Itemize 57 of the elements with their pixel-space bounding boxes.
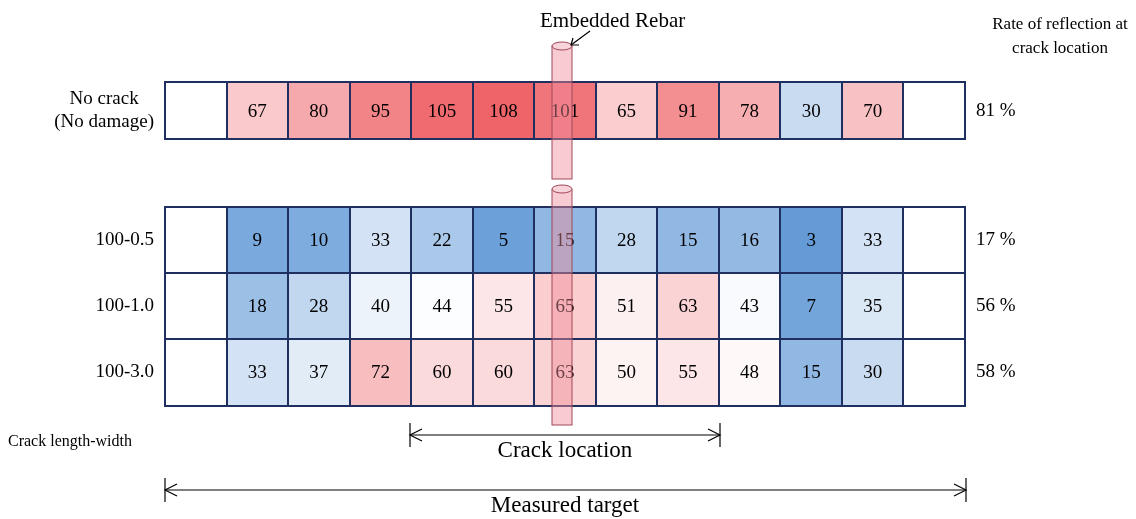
data-label: 78	[718, 82, 781, 140]
data-label: 18	[226, 273, 289, 340]
data-label: 55	[472, 273, 535, 340]
data-label: 15	[780, 339, 842, 406]
data-label: 67	[226, 82, 289, 140]
data-label: 33	[349, 207, 412, 274]
data-label: 65	[534, 273, 596, 340]
y2-tick-label: 17 %	[976, 228, 1016, 250]
data-label: 7	[780, 273, 842, 340]
data-label: 16	[718, 207, 781, 274]
data-label: 63	[657, 273, 719, 340]
data-label: 72	[349, 339, 412, 406]
data-label: 30	[841, 339, 904, 406]
data-label: 30	[780, 82, 842, 140]
data-label: 91	[657, 82, 719, 140]
data-label: 40	[349, 273, 412, 340]
data-label: 35	[841, 273, 904, 340]
text: Crack length-width	[8, 432, 132, 450]
text: Crack location	[497, 437, 633, 463]
data-label: 51	[595, 273, 658, 340]
y-tick-label: 100-1.0	[95, 294, 154, 316]
data-label: 105	[411, 82, 473, 140]
data-label: 108	[472, 82, 535, 140]
data-label: 33	[841, 207, 904, 274]
data-label: 60	[472, 339, 535, 406]
data-label: 101	[534, 82, 596, 140]
data-label: 37	[288, 339, 350, 406]
y-tick-label: 100-0.5	[95, 228, 154, 250]
y2-tick-label: 56 %	[976, 294, 1016, 316]
data-label: 60	[411, 339, 473, 406]
y2-tick-label: 81 %	[976, 98, 1016, 120]
data-label: 15	[534, 207, 596, 274]
data-label: 28	[288, 273, 350, 340]
data-label: 10	[288, 207, 350, 274]
y2-tick-label: 58 %	[976, 360, 1016, 382]
text: Measured target	[490, 492, 640, 518]
data-label: 80	[288, 82, 350, 140]
data-label: 55	[657, 339, 719, 406]
data-label: 70	[841, 82, 904, 140]
data-label: 43	[718, 273, 781, 340]
data-label: 95	[349, 82, 412, 140]
data-label: 50	[595, 339, 658, 406]
data-label: 65	[595, 82, 658, 140]
data-label: 3	[780, 207, 842, 274]
data-label: 48	[718, 339, 781, 406]
data-label: 63	[534, 339, 596, 406]
data-label: 9	[226, 207, 289, 274]
data-label: 33	[226, 339, 289, 406]
data-label: 5	[472, 207, 535, 274]
data-label: 15	[657, 207, 719, 274]
data-label: 44	[411, 273, 473, 340]
y-tick-label: 100-3.0	[95, 360, 154, 382]
data-label: 22	[411, 207, 473, 274]
data-label: 28	[595, 207, 658, 274]
y-tick-label: No crack (No damage)	[54, 87, 155, 132]
text: Embedded Rebar	[540, 8, 686, 33]
y2-axis-title: Rate of reflection at crack location	[991, 13, 1129, 59]
